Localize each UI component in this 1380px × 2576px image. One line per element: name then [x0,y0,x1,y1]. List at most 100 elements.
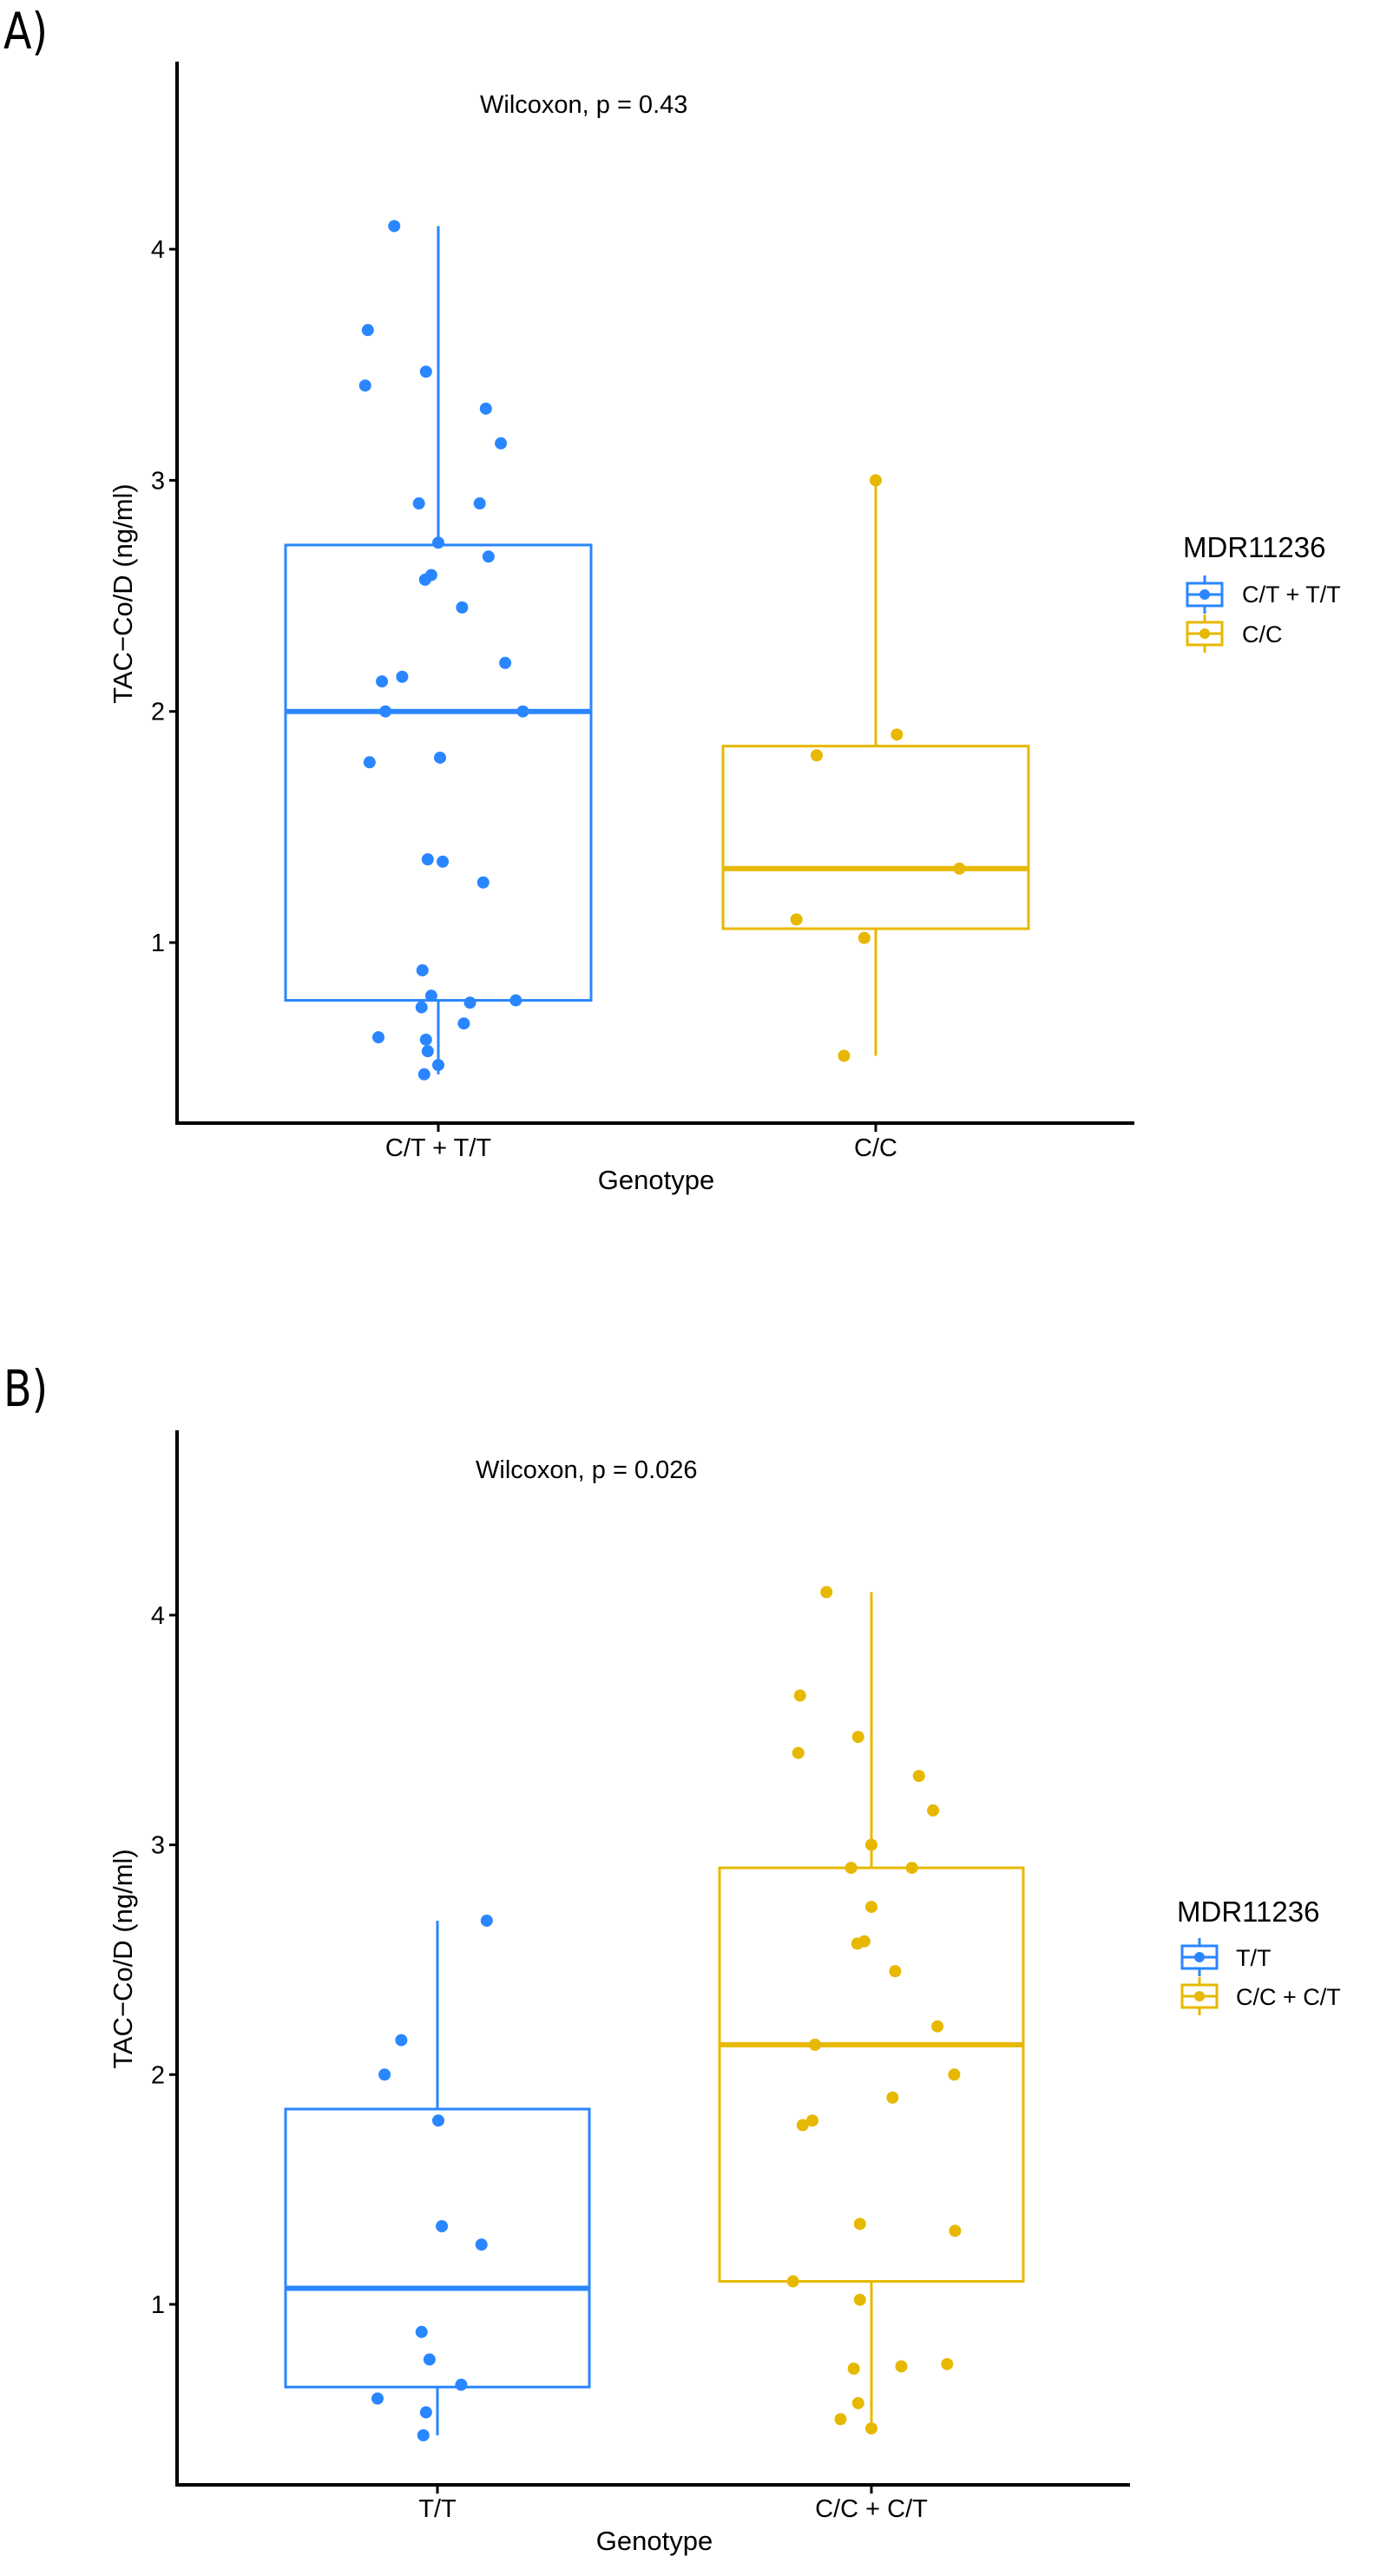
y-tick-label: 1 [151,2291,165,2319]
data-point [865,1901,877,1914]
data-point [416,963,429,976]
data-point [499,656,512,669]
data-point [455,2378,468,2391]
legend-label: T/T [1236,1945,1272,1971]
x-tick-label: C/C + C/T [815,2495,928,2523]
data-point [941,2357,954,2370]
legend-label: C/C + C/T [1236,1984,1341,2010]
data-point [363,756,376,769]
data-point [786,2275,799,2288]
data-point [853,2293,866,2306]
data-point [516,705,529,718]
y-tick-label: 3 [151,1832,165,1860]
data-point [463,996,476,1009]
data-point [889,1965,902,1978]
data-point [417,1068,430,1081]
data-point [948,2068,961,2081]
data-point [457,1017,470,1030]
data-point [479,402,492,415]
data-point [495,437,508,450]
data-point [838,1049,851,1062]
data-point [424,989,437,1002]
data-point [809,2038,822,2051]
data-point [376,675,389,688]
y-tick-label: 1 [151,930,165,957]
legend-label: C/T + T/T [1242,582,1341,608]
data-point [412,497,425,510]
data-point [395,2034,408,2047]
legend-key-point [1199,589,1210,600]
data-point [388,220,401,233]
data-point [851,1731,864,1744]
legend: MDR11236 C/T + T/T C/C [1183,531,1341,647]
data-point [415,1001,428,1014]
data-point [790,913,803,926]
box-iqr [284,543,593,1002]
data-point [437,855,450,868]
data-point [361,324,374,337]
data-point [851,2396,864,2409]
data-point [886,2091,899,2104]
x-axis-title: Genotype [596,2526,713,2556]
data-point [378,2068,391,2081]
data-point [415,2325,428,2338]
data-point [805,2114,818,2127]
data-point [865,2422,877,2435]
data-point [912,1770,925,1783]
data-point [396,670,409,683]
data-point [870,474,882,487]
data-point [810,749,823,762]
data-point [931,2020,944,2033]
data-point [953,862,966,875]
data-point [421,853,434,866]
box-iqr [284,2107,591,2389]
legend-label: C/C [1242,621,1283,647]
legend-key-point [1194,1952,1205,1962]
data-point [475,2238,488,2251]
wilcoxon-annotation: Wilcoxon, p = 0.43 [480,91,687,119]
data-point [417,2428,430,2441]
data-point [792,1746,805,1759]
panel-label: B) [3,1359,48,1418]
data-point [890,728,904,741]
data-point [419,2406,432,2419]
box-iqr [718,1866,1025,2284]
x-tick-label: T/T [418,2495,457,2523]
data-point [858,1935,871,1948]
data-point [358,379,371,392]
data-point [432,536,444,549]
y-axis-title: TAC−Co/D (ng/ml) [108,483,138,704]
data-point [480,1914,493,1927]
y-tick-label: 2 [151,2061,165,2089]
data-point [895,2360,908,2373]
legend-key-point [1199,628,1210,639]
data-point [434,751,447,764]
data-point [456,601,469,614]
data-point [820,1586,833,1599]
data-point [473,497,486,510]
data-point [793,1689,806,1702]
data-point [482,550,495,563]
data-point [432,2114,445,2127]
data-point [476,876,490,889]
data-point [379,705,392,718]
data-point [949,2224,962,2238]
y-axis-title: TAC−Co/D (ng/ml) [108,1849,138,2069]
y-tick-label: 4 [151,1602,165,1630]
data-point [432,1059,444,1072]
data-point [419,1033,432,1046]
data-point [834,2413,847,2426]
y-tick-label: 3 [151,467,165,495]
data-point [796,2119,809,2132]
data-point [436,2220,449,2233]
legend-key-point [1194,1991,1205,2001]
data-point [865,1838,877,1851]
panel-a: A) Wilcoxon, p = 0.43 TAC−Co/D (ng/ml) G… [3,2,1341,1195]
data-point [844,1862,858,1875]
data-point [927,1804,940,1817]
y-tick-label: 4 [151,236,165,264]
data-point [847,2362,860,2376]
data-point [853,2218,866,2231]
x-axis-title: Genotype [598,1165,714,1195]
